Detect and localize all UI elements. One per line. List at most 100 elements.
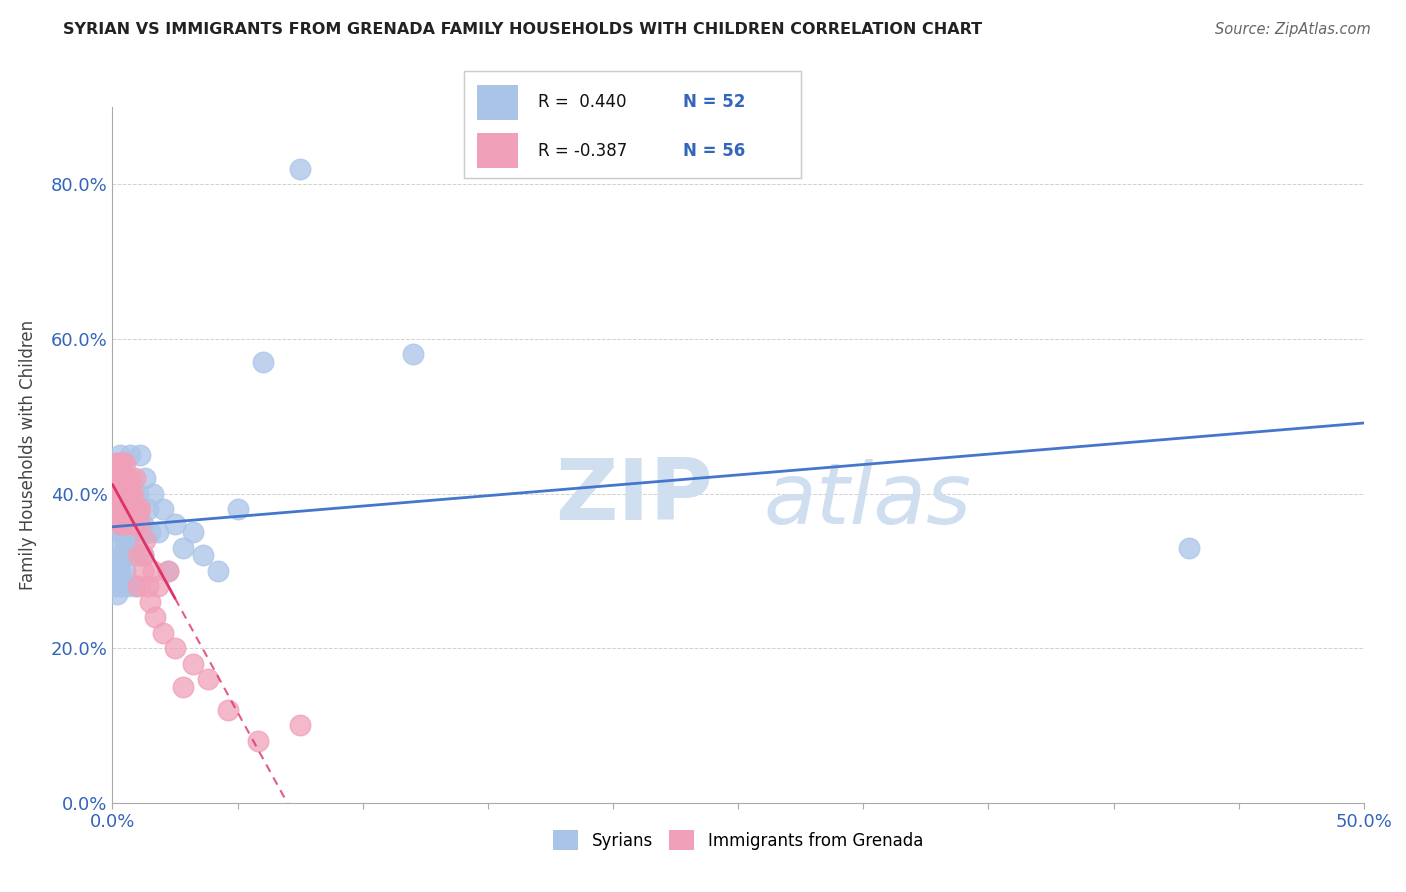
Bar: [478, 134, 517, 168]
Point: [146, 579, 169, 593]
Point: [117, 541, 139, 555]
Point: [108, 541, 131, 555]
Point: [124, 502, 146, 516]
Point: [290, 718, 312, 732]
Point: [136, 579, 159, 593]
Point: [127, 533, 149, 547]
Point: [246, 734, 269, 748]
Point: [118, 448, 141, 462]
Point: [124, 579, 146, 593]
Point: [134, 471, 156, 485]
Point: [111, 471, 134, 485]
Point: [197, 672, 219, 686]
Point: [124, 502, 146, 516]
Point: [226, 502, 249, 516]
Point: [118, 471, 141, 485]
Point: [108, 502, 131, 516]
Point: [118, 486, 141, 500]
Point: [181, 657, 204, 671]
Text: Source: ZipAtlas.com: Source: ZipAtlas.com: [1215, 22, 1371, 37]
Point: [104, 564, 127, 578]
Point: [163, 641, 186, 656]
Point: [181, 525, 204, 540]
Point: [121, 517, 143, 532]
Text: SYRIAN VS IMMIGRANTS FROM GRENADA FAMILY HOUSEHOLDS WITH CHILDREN CORRELATION CH: SYRIAN VS IMMIGRANTS FROM GRENADA FAMILY…: [63, 22, 983, 37]
Point: [207, 564, 229, 578]
Point: [111, 525, 134, 540]
Point: [108, 486, 131, 500]
Point: [104, 579, 127, 593]
Point: [124, 517, 146, 532]
Point: [104, 502, 127, 516]
Point: [108, 517, 131, 532]
Point: [141, 564, 163, 578]
Point: [152, 502, 174, 516]
Point: [114, 486, 136, 500]
Point: [107, 549, 129, 563]
Point: [117, 486, 139, 500]
Point: [118, 502, 141, 516]
Point: [146, 525, 169, 540]
Point: [108, 564, 131, 578]
Point: [139, 595, 162, 609]
Point: [117, 579, 139, 593]
Point: [121, 549, 143, 563]
Point: [114, 517, 136, 532]
Point: [134, 533, 156, 547]
Point: [111, 572, 134, 586]
Point: [117, 502, 139, 516]
Bar: [478, 86, 517, 120]
Point: [290, 161, 312, 176]
Point: [107, 486, 129, 500]
Point: [104, 471, 127, 485]
Point: [117, 471, 139, 485]
Point: [108, 448, 131, 462]
Point: [402, 347, 425, 361]
Point: [108, 471, 131, 485]
Text: atlas: atlas: [763, 458, 972, 541]
Point: [117, 517, 139, 532]
Point: [127, 579, 149, 593]
Point: [118, 502, 141, 516]
Text: N = 52: N = 52: [683, 94, 745, 112]
Point: [131, 549, 153, 563]
Point: [143, 610, 166, 624]
Point: [1177, 541, 1199, 555]
Point: [114, 525, 136, 540]
Legend: Syrians, Immigrants from Grenada: Syrians, Immigrants from Grenada: [547, 823, 929, 857]
Point: [107, 587, 129, 601]
Point: [129, 448, 152, 462]
Point: [129, 517, 152, 532]
Point: [111, 525, 134, 540]
Point: [108, 579, 131, 593]
Point: [121, 502, 143, 516]
Point: [131, 517, 153, 532]
Text: ZIP: ZIP: [555, 455, 713, 538]
Point: [111, 456, 134, 470]
Point: [117, 471, 139, 485]
Point: [152, 625, 174, 640]
Point: [111, 486, 134, 500]
Point: [172, 541, 194, 555]
Point: [156, 564, 179, 578]
Point: [107, 456, 129, 470]
Point: [114, 564, 136, 578]
Point: [252, 355, 274, 369]
Point: [127, 502, 149, 516]
Point: [114, 456, 136, 470]
Point: [136, 502, 159, 516]
Point: [139, 525, 162, 540]
Point: [111, 549, 134, 563]
Text: R = -0.387: R = -0.387: [538, 142, 627, 160]
Point: [163, 517, 186, 532]
Point: [121, 486, 143, 500]
Point: [111, 502, 134, 516]
Point: [141, 486, 163, 500]
Point: [114, 502, 136, 516]
Point: [124, 471, 146, 485]
Point: [108, 556, 131, 570]
Point: [191, 549, 214, 563]
Point: [118, 486, 141, 500]
Point: [172, 680, 194, 694]
Point: [107, 525, 129, 540]
